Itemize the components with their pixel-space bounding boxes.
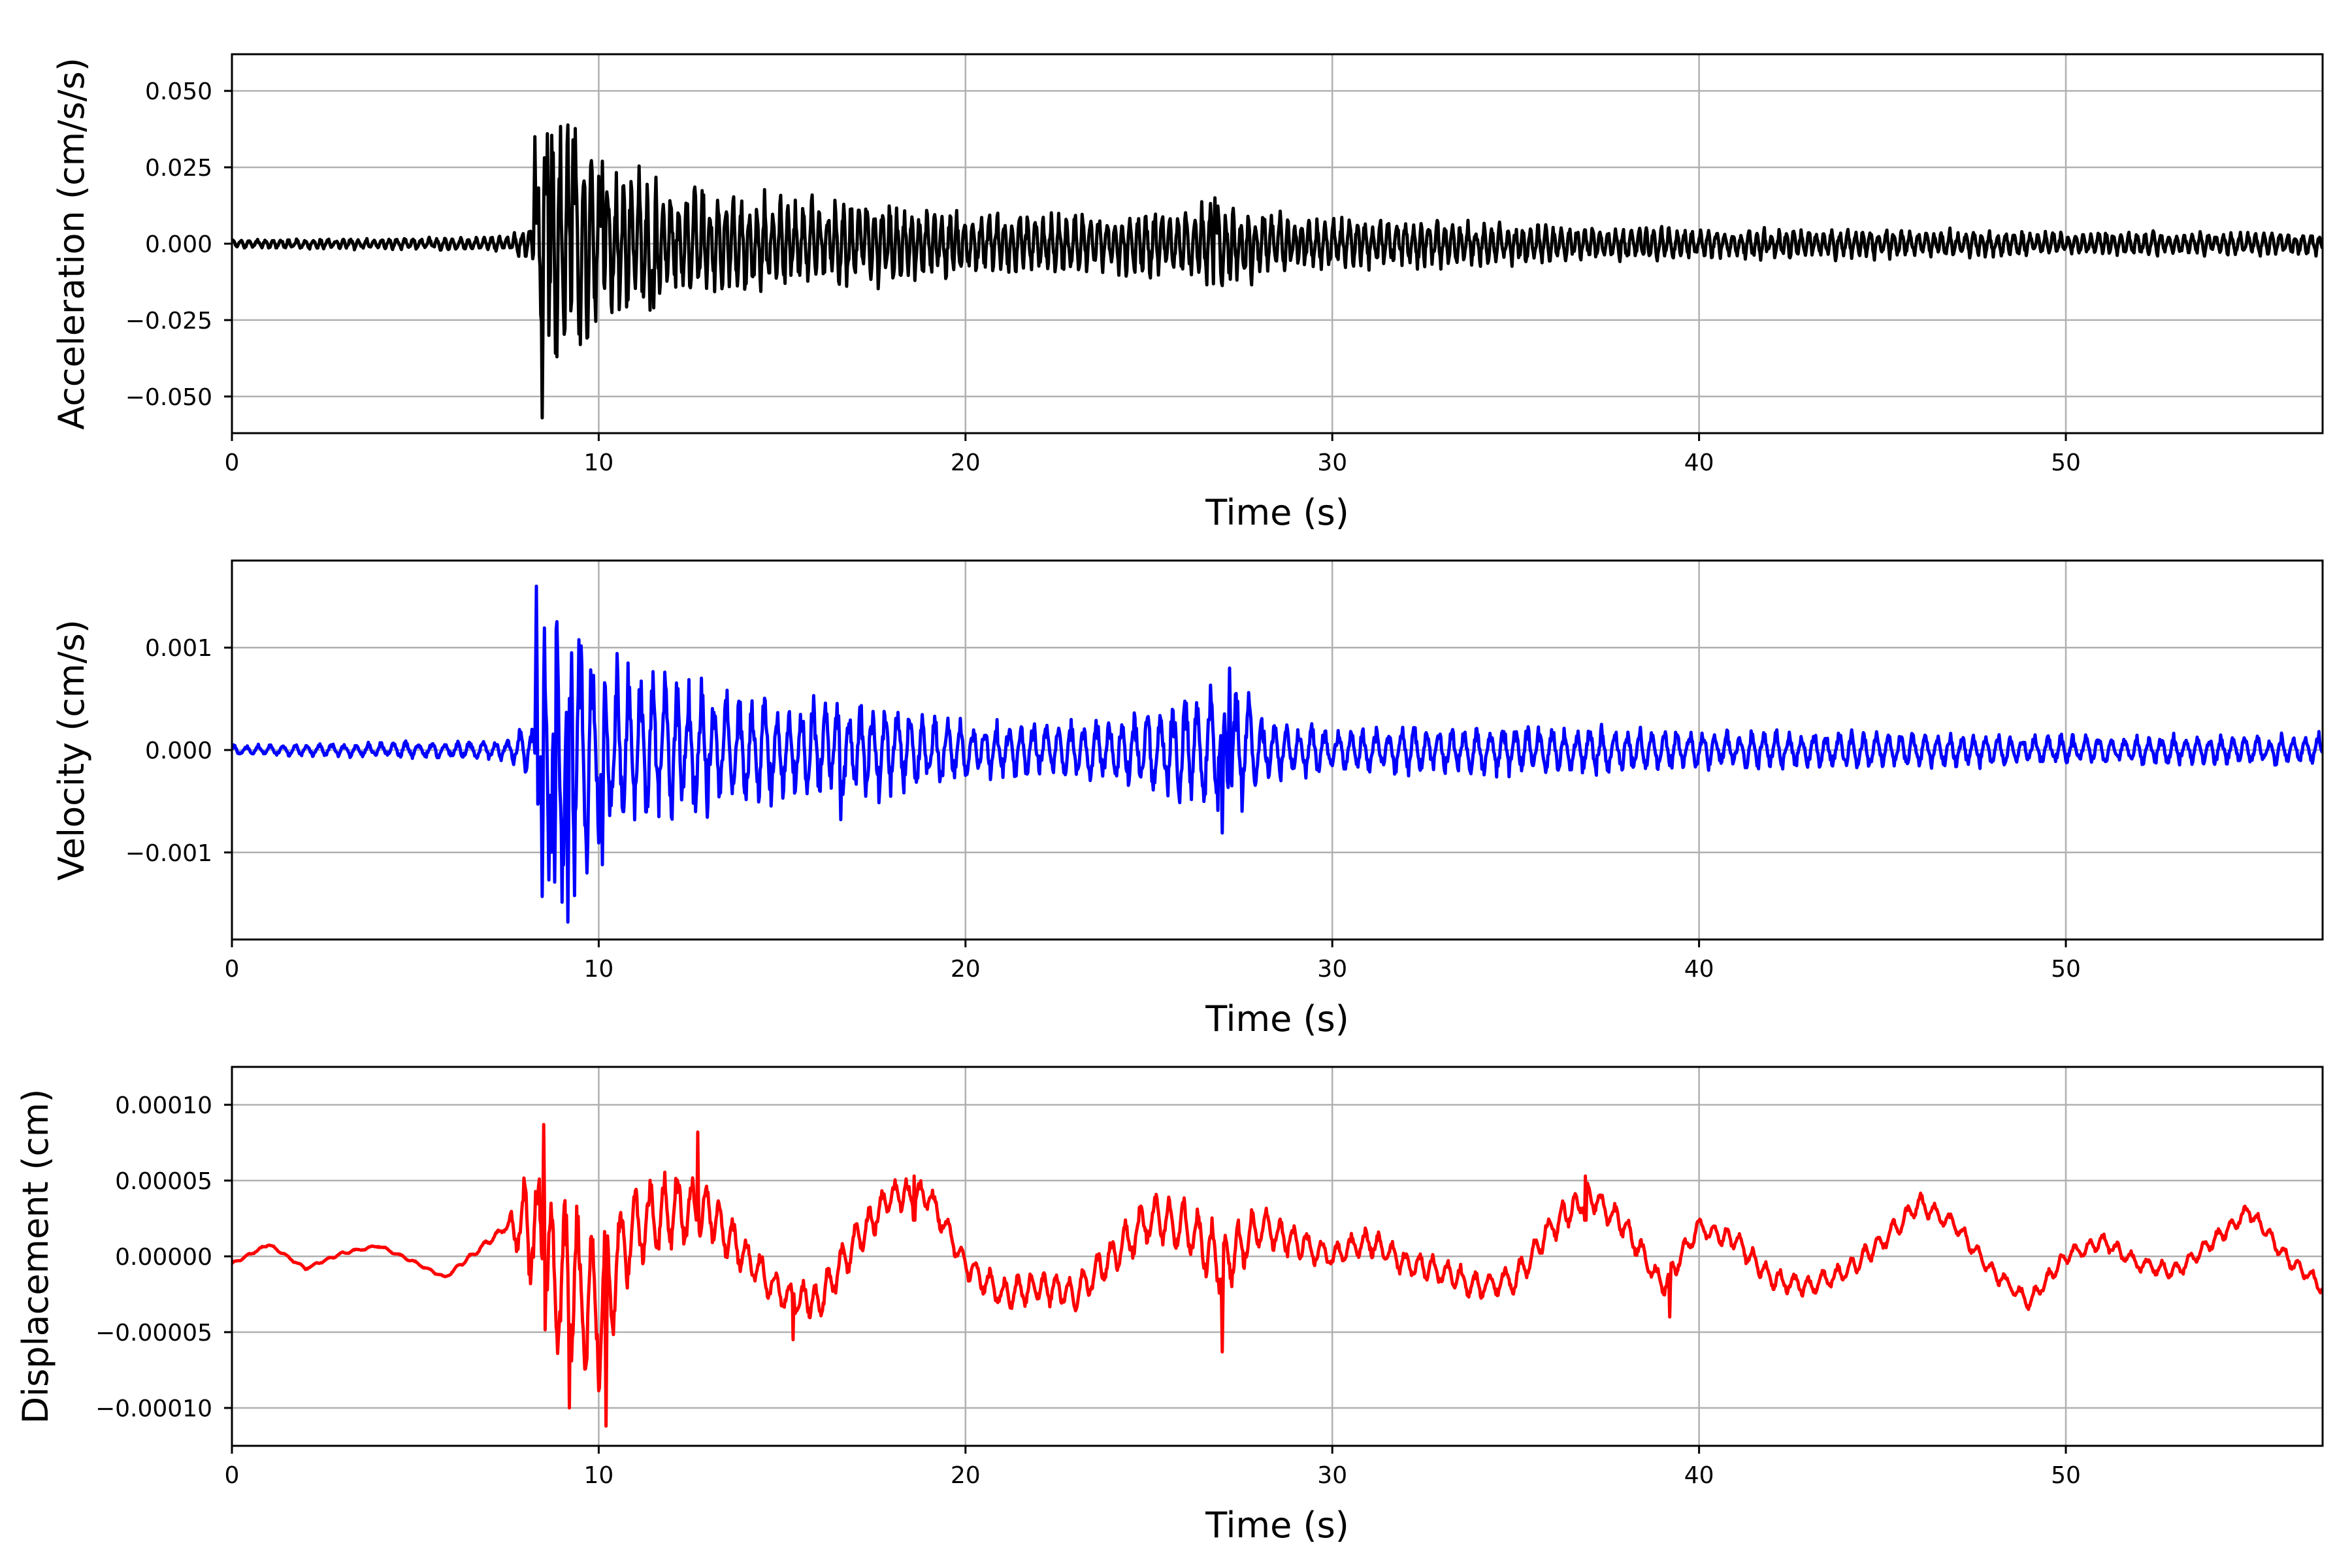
x-tick-label: 10: [583, 1462, 613, 1489]
y-tick-label: −0.001: [125, 840, 212, 867]
x-tick-label: 30: [1317, 449, 1347, 476]
x-tick-label: 0: [225, 449, 240, 476]
x-tick-label: 20: [951, 449, 981, 476]
x-tick-label: 40: [1684, 1462, 1714, 1489]
x-tick-label: 20: [951, 956, 981, 983]
series-line: [232, 1122, 2323, 1428]
y-tick-label: 0.025: [145, 155, 212, 182]
y-axis-title: Displacement (cm): [15, 1089, 56, 1424]
x-axis-title: Time (s): [1205, 998, 1349, 1039]
x-axis-title: Time (s): [1205, 492, 1349, 533]
x-tick-label: 50: [2051, 449, 2081, 476]
y-tick-label: 0.001: [145, 635, 212, 662]
x-tick-label: 50: [2051, 956, 2081, 983]
x-tick-label: 40: [1684, 956, 1714, 983]
x-tick-label: 0: [225, 956, 240, 983]
chart-panel-1: 0 10 20 30 40 50 −0.050 −0.025 0.000 0.025 0.050 Ti…: [51, 53, 2324, 533]
x-tick-label: 30: [1317, 1462, 1347, 1489]
y-tick-label: −0.00010: [95, 1396, 212, 1422]
y-axis-title: Velocity (cm/s): [51, 619, 92, 881]
y-tick-label: 0.00005: [115, 1168, 212, 1195]
y-tick-label: 0.000: [145, 738, 212, 764]
x-tick-label: 0: [225, 1462, 240, 1489]
x-tick-label: 40: [1684, 449, 1714, 476]
y-tick-label: −0.025: [125, 308, 212, 335]
series-line: [232, 584, 2323, 924]
x-tick-label: 20: [951, 1462, 981, 1489]
y-tick-label: 0.00010: [115, 1092, 212, 1119]
y-tick-label: 0.00000: [115, 1244, 212, 1271]
chart-panel-2: 0 10 20 30 40 50 −0.001 0.000 0.001 Time (s) Veloc…: [51, 559, 2324, 1039]
x-tick-label: 30: [1317, 956, 1347, 983]
x-tick-label: 50: [2051, 1462, 2081, 1489]
y-axis-title: Acceleration (cm/s/s): [51, 57, 92, 430]
y-tick-label: 0.050: [145, 78, 212, 105]
series-line: [232, 123, 2323, 420]
x-tick-label: 10: [583, 956, 613, 983]
x-axis-title: Time (s): [1205, 1505, 1349, 1546]
y-tick-label: −0.050: [125, 384, 212, 411]
y-tick-label: −0.00005: [95, 1320, 212, 1347]
x-tick-label: 10: [583, 449, 613, 476]
chart-panel-3: 0 10 20 30 40 50 −0.00010 −0.00005 0.00000 0.0000…: [15, 1066, 2324, 1546]
y-tick-label: 0.000: [145, 231, 212, 258]
